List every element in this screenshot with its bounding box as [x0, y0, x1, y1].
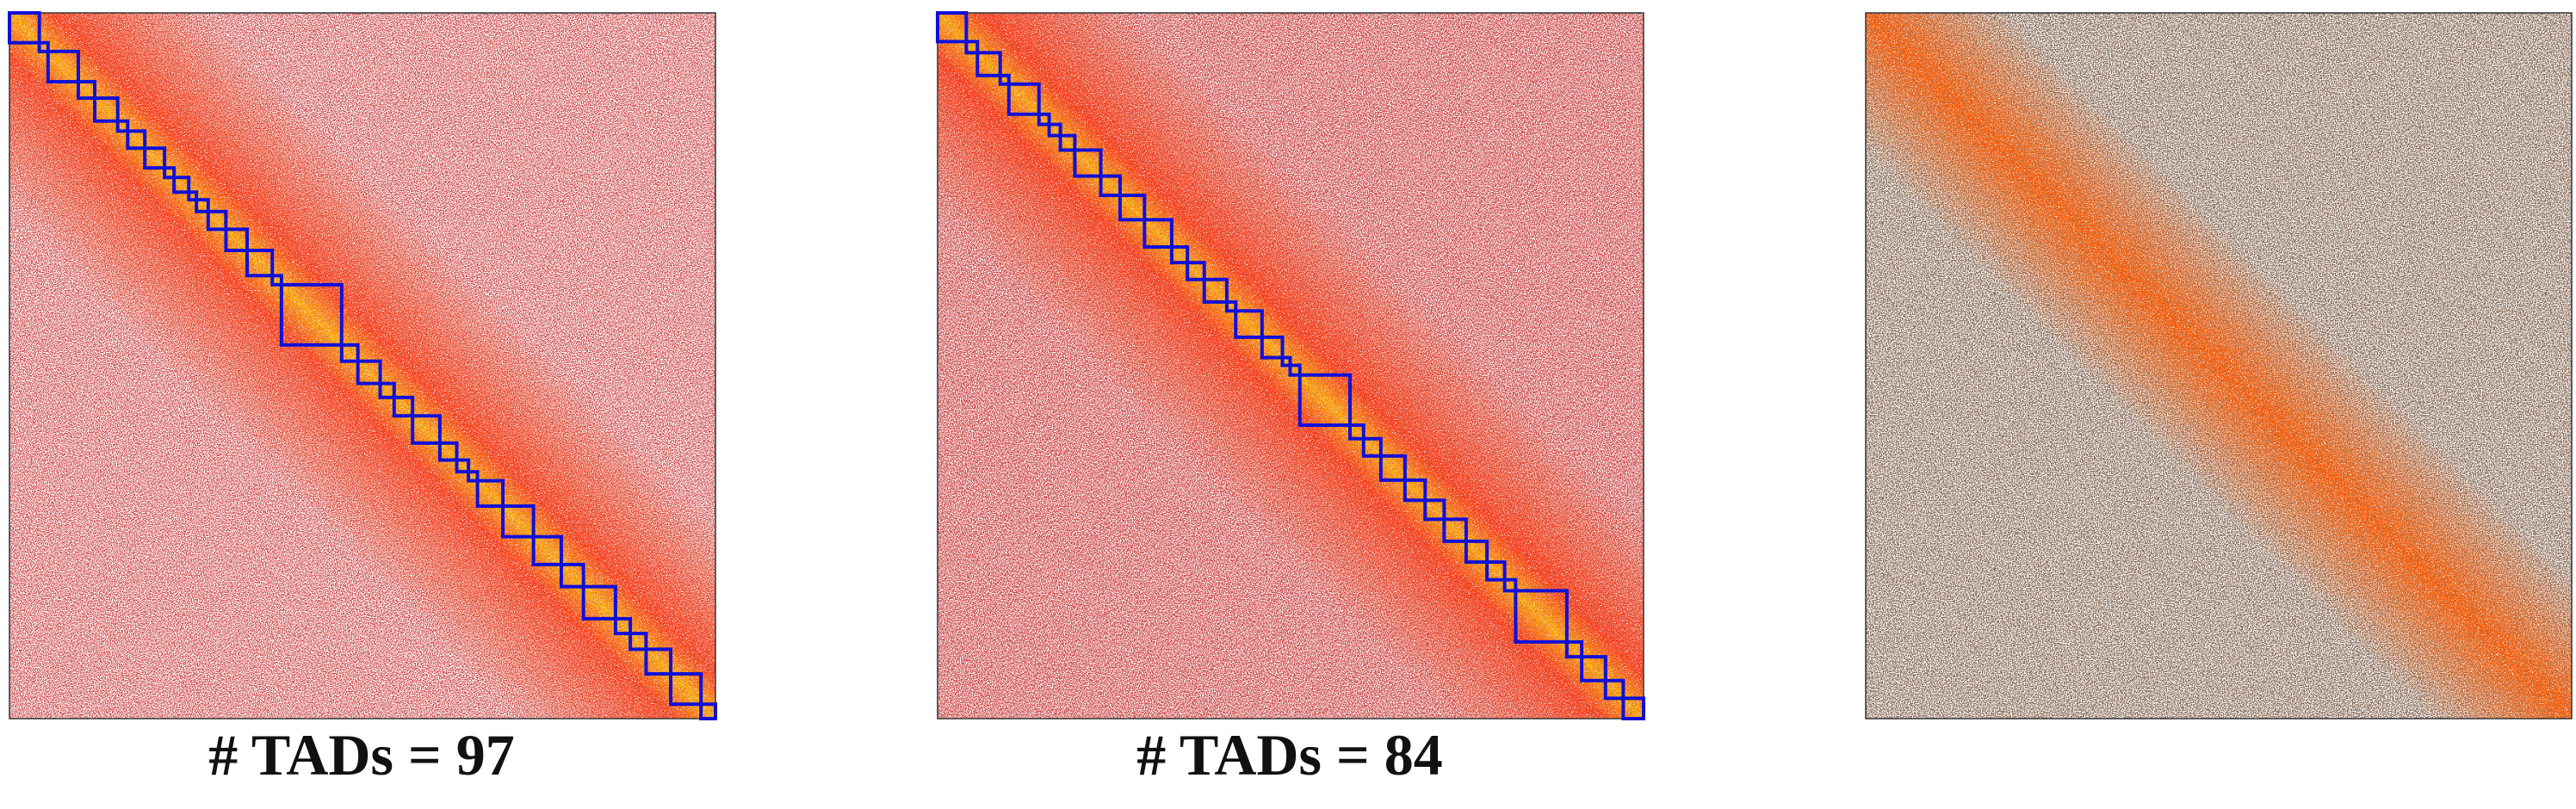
tad-box	[378, 381, 396, 399]
tad-box	[1378, 454, 1407, 482]
tad-box	[1073, 148, 1103, 178]
tad-box	[1288, 363, 1302, 377]
tad-box	[1621, 696, 1645, 720]
tad-box	[115, 119, 130, 133]
tad-box	[1442, 517, 1468, 543]
tad-box	[46, 49, 80, 83]
tad-box	[1348, 423, 1365, 441]
tad-box	[936, 11, 969, 44]
heatmap	[1865, 12, 2573, 719]
tad-box	[531, 534, 563, 566]
tad-box	[143, 146, 167, 170]
tad-box	[1580, 655, 1607, 682]
tad-box	[392, 395, 415, 418]
tad-box	[1142, 218, 1173, 249]
heatmap	[8, 11, 718, 721]
tad-box	[1502, 577, 1518, 593]
tad-box	[437, 441, 459, 462]
tad-box	[1006, 82, 1041, 116]
tad-box	[270, 274, 283, 287]
tad-box	[1603, 678, 1625, 701]
tad-box	[187, 190, 199, 202]
tad-box	[356, 359, 382, 386]
caption: # TADs = 84	[1136, 722, 1443, 787]
tad-box	[1169, 244, 1190, 265]
tad-box	[1234, 309, 1264, 339]
tad-box	[559, 562, 585, 589]
tad-box	[1202, 277, 1229, 304]
tad-box	[1485, 560, 1507, 582]
tad-box	[964, 40, 980, 55]
tad-box	[1280, 355, 1292, 367]
tad-box	[1186, 261, 1206, 281]
tad-box	[629, 632, 648, 652]
tad-box	[1464, 539, 1489, 565]
tad-box	[1118, 193, 1147, 222]
tad-box	[1297, 373, 1353, 428]
tad-box	[339, 343, 360, 363]
tad-box	[699, 702, 718, 721]
tad-box	[1260, 335, 1285, 360]
tad-box	[975, 51, 1002, 77]
tad-box	[581, 584, 617, 621]
tad-box	[206, 209, 228, 232]
tad-box	[1514, 589, 1569, 644]
tad-box	[279, 282, 344, 347]
heatmap-frame	[937, 12, 1644, 719]
tad-box	[613, 616, 633, 636]
tad-box	[1047, 122, 1062, 138]
tad-box	[8, 11, 41, 45]
heatmap	[936, 11, 1645, 720]
tad-box	[93, 96, 120, 123]
caption: # TADs = 97	[208, 722, 515, 787]
tad-box	[475, 479, 505, 509]
tad-box	[467, 470, 480, 483]
tad-box	[224, 227, 250, 253]
diagonal-band	[9, 13, 715, 719]
tad-box	[195, 198, 210, 213]
tad-box	[998, 73, 1011, 86]
tad-box	[1037, 112, 1051, 127]
tad-box	[1564, 639, 1584, 659]
tad-box	[1224, 300, 1238, 313]
tad-box	[1058, 133, 1077, 152]
diagonal-band	[1866, 13, 2572, 719]
tad-box	[172, 176, 191, 195]
tad-box	[501, 504, 536, 539]
heatmap-frame	[1865, 12, 2573, 719]
tad-box	[1403, 478, 1427, 503]
tad-box	[669, 672, 703, 707]
heatmap-frame	[9, 12, 716, 719]
tad-box	[245, 249, 275, 278]
tad-box	[1099, 174, 1122, 197]
tad-box	[37, 40, 50, 53]
tad-box	[1361, 436, 1383, 458]
tad-box	[1423, 498, 1446, 522]
tad-box	[163, 166, 176, 180]
tad-box	[644, 647, 673, 676]
tad-box	[126, 129, 147, 151]
tad-box	[411, 414, 442, 445]
tad-box	[455, 458, 471, 474]
tad-box	[76, 79, 97, 101]
